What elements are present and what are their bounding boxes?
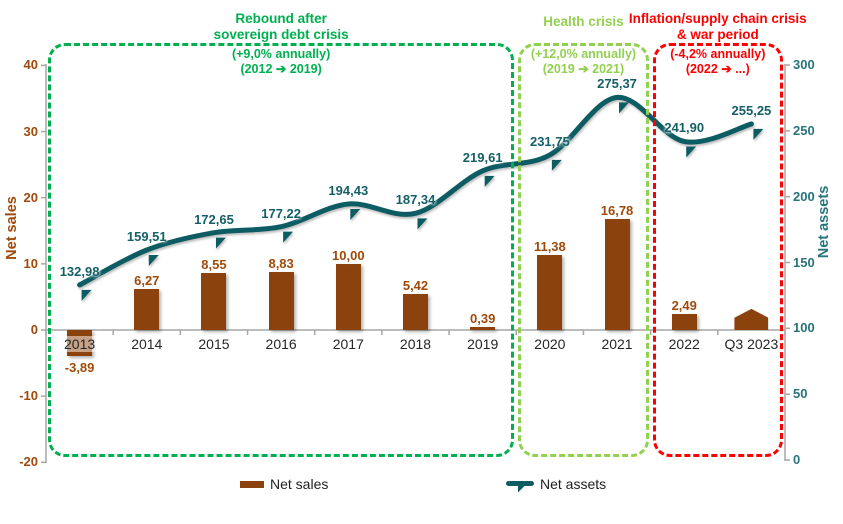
net-assets-marker-icon bbox=[148, 254, 159, 266]
legend-label-net-sales: Net sales bbox=[270, 476, 329, 492]
legend-item-net-sales: Net sales bbox=[240, 475, 328, 493]
net-assets-marker-icon bbox=[215, 237, 226, 249]
net-assets-marker-icon bbox=[619, 102, 630, 114]
legend-line-stroke bbox=[506, 480, 534, 486]
net-assets-marker-icon bbox=[350, 209, 361, 221]
net-assets-line bbox=[77, 94, 754, 288]
net-assets-marker-icon bbox=[753, 128, 764, 140]
legend: Net sales Net assets bbox=[0, 475, 843, 495]
legend-label-net-assets: Net assets bbox=[540, 476, 607, 492]
legend-swatch-line-icon bbox=[506, 478, 534, 493]
legend-swatch-bar-icon bbox=[240, 480, 264, 488]
left-axis-title: Net sales bbox=[4, 196, 20, 260]
net-assets-marker-icon bbox=[551, 159, 562, 171]
right-axis-title: Net assets bbox=[816, 185, 832, 259]
net-assets-series bbox=[77, 94, 764, 301]
net-assets-marker-icon bbox=[686, 146, 697, 158]
net-assets-marker-icon bbox=[81, 289, 92, 301]
net-assets-marker-icon bbox=[283, 231, 294, 243]
legend-line-marker-icon bbox=[518, 483, 527, 493]
net-assets-marker-icon bbox=[417, 218, 428, 230]
legend-item-net-assets: Net assets bbox=[506, 475, 606, 493]
net-assets-marker-icon bbox=[484, 175, 495, 187]
